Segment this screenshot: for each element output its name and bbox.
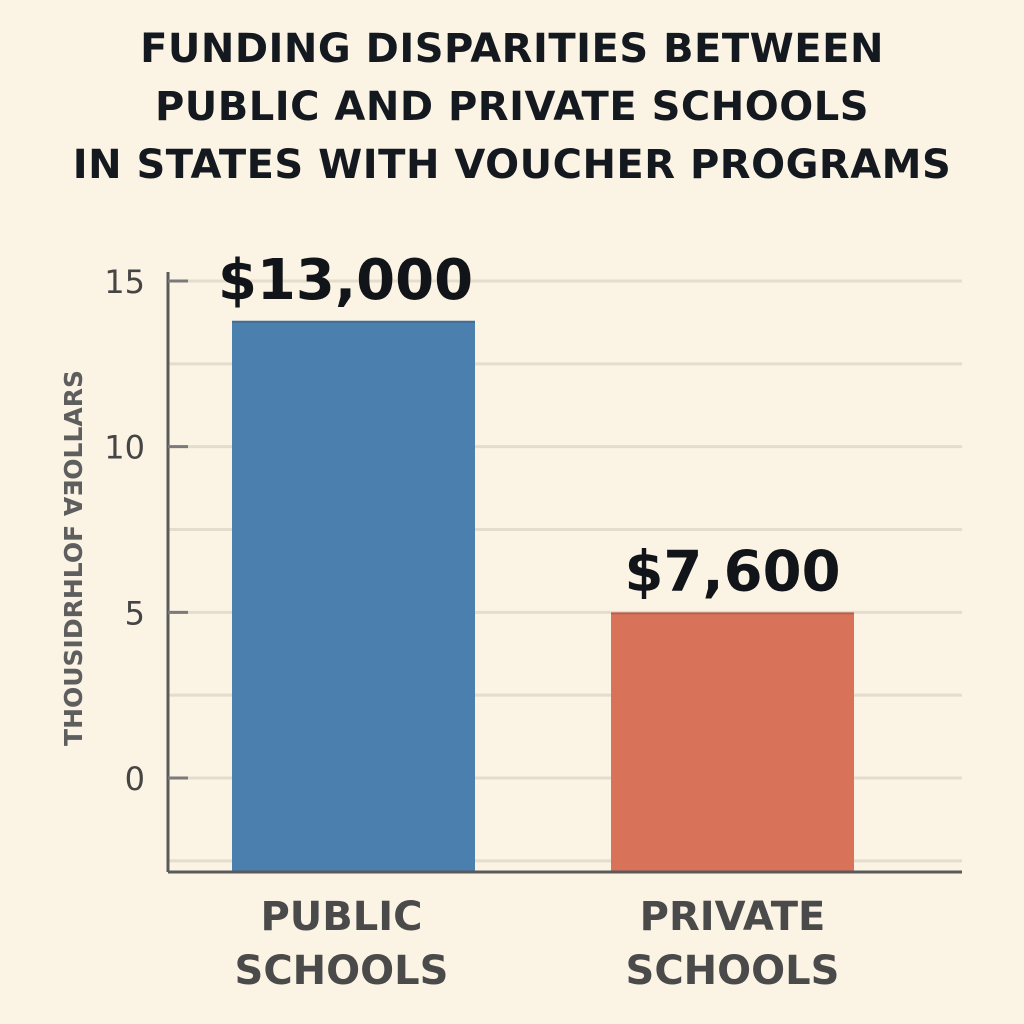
y-tick-label: 5 — [125, 594, 145, 632]
data-labels: $13,000 $7,600 — [218, 248, 841, 605]
data-label: $13,000 — [218, 248, 473, 313]
category-label: SCHOOLS — [626, 948, 840, 994]
category-label: SCHOOLS — [235, 948, 449, 994]
category-label: PRIVATE — [640, 894, 826, 940]
bar — [611, 612, 854, 872]
bars — [232, 320, 854, 872]
category-label: PUBLIC — [260, 894, 422, 940]
data-label: $7,600 — [624, 539, 840, 604]
y-ticks: 0 5 10 15 — [104, 263, 188, 798]
y-tick-label: 10 — [104, 429, 145, 467]
chart-title-line-1: FUNDING DISPARITIES BETWEEN — [140, 26, 884, 72]
chart-title: FUNDING DISPARITIES BETWEEN PUBLIC AND P… — [0, 20, 1024, 194]
category-labels: PUBLIC SCHOOLS PRIVATE SCHOOLS — [235, 894, 840, 994]
y-tick-label: 0 — [125, 760, 145, 798]
axes — [166, 272, 962, 874]
chart-title-line-2: PUBLIC AND PRIVATE SCHOOLS — [154, 84, 870, 130]
chart-title-line-3: IN STATES WITH VOUCHER PROGRAMS — [72, 142, 952, 188]
bar — [232, 320, 475, 872]
y-axis-title: THOUSIDRHLOF ⱯƎOLLARS — [59, 370, 88, 746]
y-tick-label: 15 — [104, 263, 145, 301]
